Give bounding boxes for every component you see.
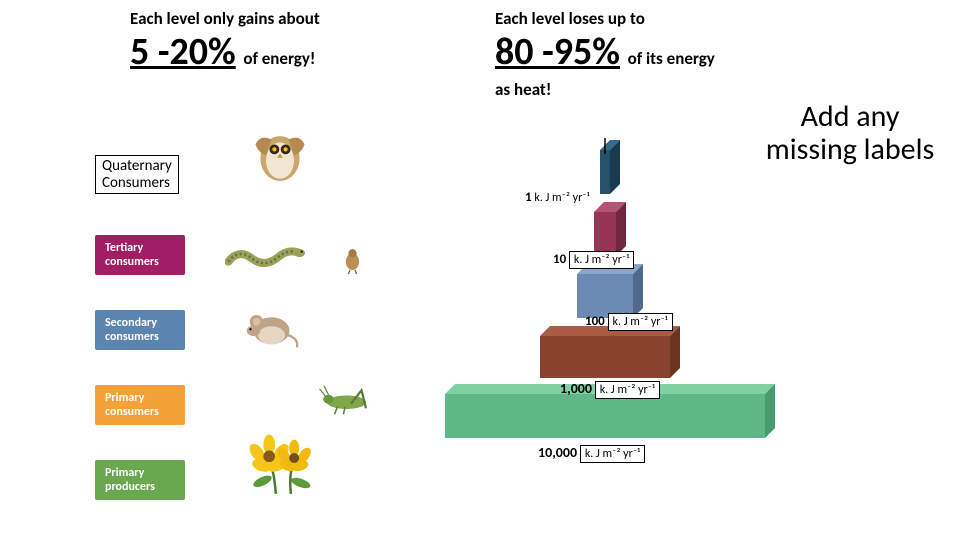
loss-heat: as heat! — [495, 79, 715, 100]
mouse-icon — [230, 295, 310, 355]
pyramid-bar-4 — [445, 394, 765, 438]
owl-icon — [240, 125, 320, 185]
secondary-label-row: Secondary consumers — [95, 310, 185, 350]
pyramid-tick — [603, 138, 607, 154]
loss-line1: Each level loses up to — [495, 8, 715, 29]
energy-value-1: 10 k. J m⁻² yr⁻¹ — [553, 252, 634, 267]
tertiary-label: Tertiary consumers — [95, 235, 185, 275]
pyramid-bar-1 — [594, 212, 616, 256]
primary-producers-label: Primary producers — [95, 460, 185, 500]
pyramid-bar-2 — [577, 274, 633, 318]
tertiary-label-row: Tertiary consumers — [95, 235, 185, 275]
flower-icon — [240, 430, 320, 490]
energy-gain-header: Each level only gains about 5 -20% of en… — [130, 8, 320, 75]
energy-value-0: 1 k. J m⁻² yr⁻¹ — [525, 190, 590, 205]
instruction-note: Add any missing labels — [760, 100, 940, 166]
primary-producers-label-row: Primary producers — [95, 460, 185, 500]
loss-percentage: 80 -95% — [495, 29, 620, 75]
primary-consumers-label-row: Primary consumers — [95, 385, 185, 425]
loss-suffix: of its energy — [628, 48, 715, 69]
grasshopper-icon — [305, 370, 385, 430]
energy-value-4: 10,000 k. J m⁻² yr⁻¹ — [538, 444, 645, 461]
quaternary-label: Quaternary Consumers — [95, 155, 179, 194]
energy-loss-header: Each level loses up to 80 -95% of its en… — [495, 8, 715, 100]
snake-icon — [225, 225, 305, 285]
pyramid-bar-3 — [540, 336, 670, 378]
pyramid-bar-0 — [600, 150, 610, 194]
quaternary-label-row: Quaternary Consumers — [95, 155, 179, 194]
primary-consumers-label: Primary consumers — [95, 385, 185, 425]
energy-value-3: 1,000 k. J m⁻² yr⁻¹ — [560, 380, 660, 397]
gain-percentage: 5 -20% — [130, 29, 236, 75]
secondary-label: Secondary consumers — [95, 310, 185, 350]
energy-pyramid — [440, 150, 770, 520]
small-bird-icon — [340, 245, 365, 275]
gain-suffix: of energy! — [243, 48, 315, 69]
gain-line1: Each level only gains about — [130, 8, 320, 29]
energy-value-2: 100 k. J m⁻² yr⁻¹ — [585, 314, 673, 329]
